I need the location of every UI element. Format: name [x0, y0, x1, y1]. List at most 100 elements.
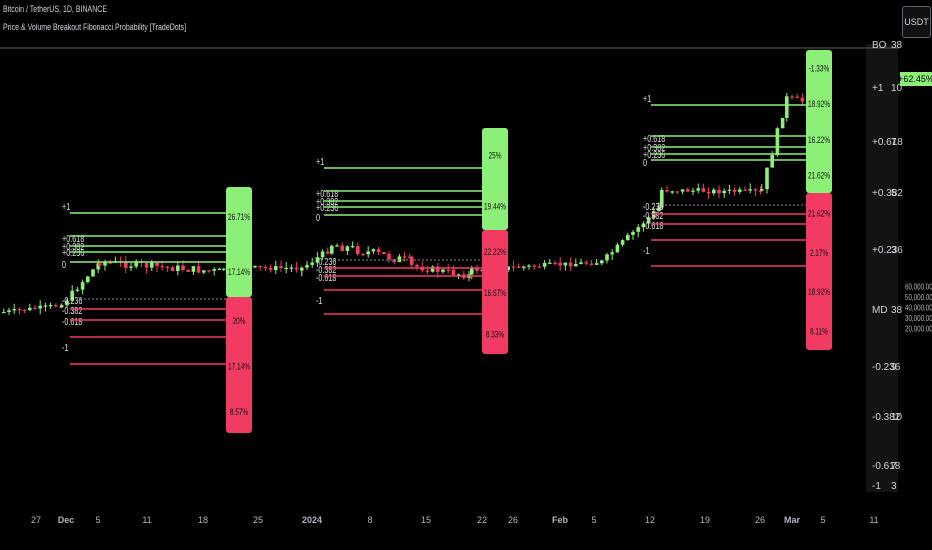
candle-body [98, 263, 102, 266]
fib-level-label: -0.618 [643, 220, 664, 231]
side-panel-value: 38 [891, 40, 903, 51]
candle-body [568, 262, 573, 267]
candle-body [415, 264, 419, 267]
x-tick-label: 15 [421, 515, 431, 525]
candle-body [330, 245, 334, 254]
candle-body [563, 262, 568, 266]
candle-body [371, 249, 376, 252]
candle-body [212, 269, 216, 271]
candle-body [38, 305, 42, 309]
candle-body [28, 307, 32, 311]
x-tick-label: 12 [645, 515, 655, 525]
x-tick-label: 8 [367, 515, 372, 525]
candle-body [170, 267, 175, 272]
candle-body [636, 227, 640, 232]
candle-body [176, 265, 180, 272]
side-panel-value: 10 [891, 412, 903, 423]
side-panel-value: 5 [891, 188, 897, 199]
candle-body [80, 282, 85, 290]
currency-button[interactable]: USDT [902, 6, 931, 38]
candle-body [436, 266, 440, 272]
candle-body [706, 191, 711, 194]
down-probability-value: 20% [233, 316, 246, 326]
candle-body [186, 269, 190, 272]
candle-body [553, 262, 557, 264]
y-tick-label: 30,000.00 [905, 314, 932, 323]
x-tick-label: 27 [31, 515, 41, 525]
x-tick-label: 11 [869, 515, 878, 525]
fib-level-label: -0.382 [316, 264, 337, 275]
down-probability-value: 8.33% [486, 329, 504, 339]
down-probability-value: 17.14% [228, 361, 250, 371]
up-probability-value: 25% [489, 151, 502, 161]
candle-body [17, 309, 22, 311]
candle-body [402, 256, 407, 258]
candle-body [770, 155, 774, 168]
candle-body [680, 189, 685, 192]
x-tick-label: 2024 [302, 515, 322, 525]
side-panel-label: +1 [872, 83, 884, 94]
candle-body [70, 290, 74, 301]
candle-body [33, 307, 37, 310]
side-panel-label: BO [872, 40, 887, 51]
up-probability-value: 18.92% [808, 99, 830, 109]
y-tick-label: 40,000.00 [905, 304, 932, 313]
candle-body [527, 265, 531, 267]
candle-body [548, 262, 552, 264]
candle-body [284, 267, 288, 269]
x-tick-label: 22 [477, 515, 487, 525]
candle-body [382, 252, 386, 255]
candle-body [191, 266, 196, 272]
fib-level-label: +1 [316, 156, 324, 167]
candle-body [696, 188, 700, 191]
candle-body [594, 263, 599, 265]
x-tick-label: 11 [142, 515, 151, 525]
candle-body [605, 254, 609, 261]
side-panel-value: 10 [891, 83, 903, 94]
candle-body [558, 262, 562, 266]
up-probability-value: -1.33% [809, 63, 830, 73]
up-probability-value: 26.71% [228, 212, 250, 222]
candle-body [790, 96, 794, 98]
candle-body [376, 249, 381, 253]
candle-body [738, 189, 742, 192]
side-panel-background [866, 44, 898, 492]
fib-level-label: -1 [316, 295, 323, 306]
fib-level-label: +0.618 [62, 233, 84, 244]
x-tick-label: Mar [784, 515, 801, 525]
candle-body [584, 262, 588, 264]
candle-body [615, 244, 620, 253]
x-tick-label: 18 [198, 515, 208, 525]
x-tick-label: 26 [508, 515, 518, 525]
candle-body [60, 305, 64, 308]
candle-body [253, 265, 257, 268]
candle-body [775, 128, 780, 156]
candle-body [446, 269, 450, 271]
candle-body [732, 189, 737, 192]
candle-body [165, 266, 170, 268]
candle-body [263, 267, 268, 269]
fib-level-label: -0.236 [62, 295, 83, 306]
candle-body [2, 311, 6, 314]
fib-level-label: -1 [643, 245, 650, 256]
candle-body [300, 267, 304, 271]
candle-body [537, 266, 542, 268]
fib-level-label: -0.236 [643, 201, 664, 212]
up-probability-value: 17.14% [228, 267, 250, 277]
fib-level-label: 0 [62, 259, 66, 270]
fib-level-label: +1 [643, 93, 651, 104]
fib-level-label: 0 [643, 157, 647, 168]
y-tick-label: 60,000.00 [905, 283, 932, 292]
fib-block-1: +1+0.618+0.382+0.2360-0.236-0.382-0.618-… [62, 187, 252, 433]
candle-body [86, 276, 90, 283]
candle-body [279, 266, 283, 268]
y-tick-label: 50,000.00 [905, 293, 932, 302]
candle-body [217, 268, 222, 270]
candle-body [310, 262, 314, 265]
candle-body [722, 190, 726, 194]
candle-body [43, 305, 48, 307]
candle-body [748, 189, 752, 191]
candle-body [124, 261, 128, 268]
